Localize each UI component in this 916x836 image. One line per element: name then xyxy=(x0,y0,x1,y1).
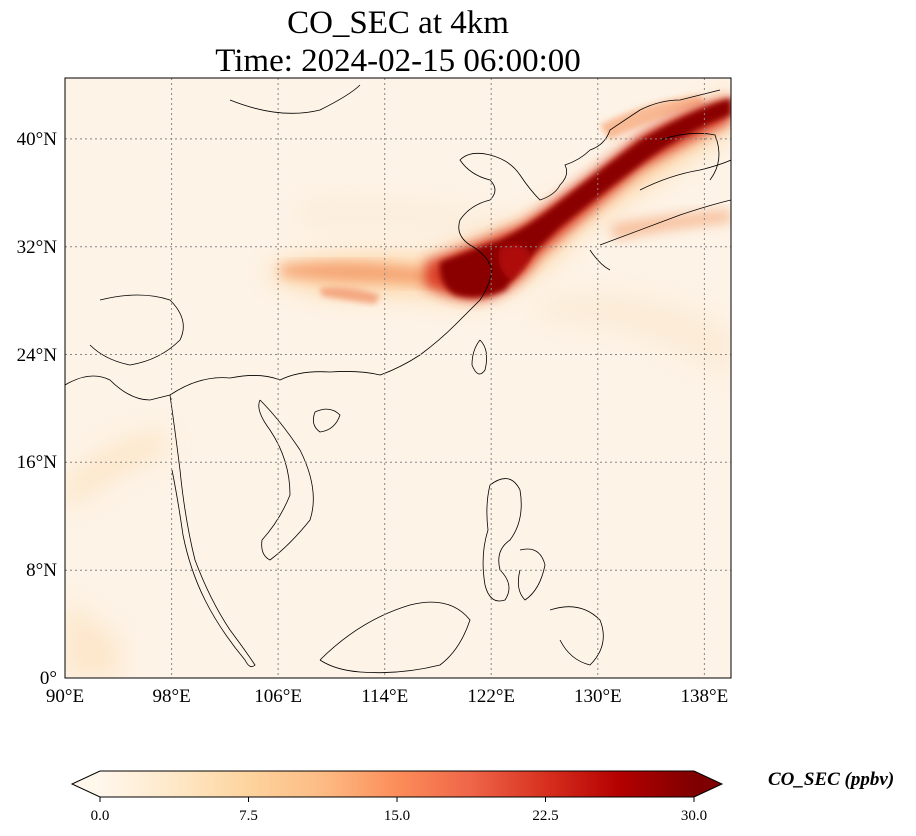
colorbar-extend-max xyxy=(694,771,722,797)
lat-tick-label: 16°N xyxy=(17,452,58,473)
lon-tick-label: 106°E xyxy=(254,686,302,707)
lat-tick-labels: 0° 8°N 16°N 24°N 32°N 40°N xyxy=(17,129,58,689)
colorbar-extend-min xyxy=(72,771,100,797)
colorbar: 0.0 7.5 15.0 22.5 30.0 xyxy=(70,770,724,824)
gridlines xyxy=(65,78,731,678)
map-panel: 90°E 98°E 106°E 114°E 122°E 130°E 138°E … xyxy=(17,77,732,707)
colorbar-tick-label: 0.0 xyxy=(91,808,110,824)
colorbar-gradient xyxy=(100,771,694,797)
map-frame xyxy=(64,77,732,679)
lon-tick-label: 98°E xyxy=(152,686,190,707)
lon-tick-labels: 90°E 98°E 106°E 114°E 122°E 130°E 138°E xyxy=(46,686,728,707)
colorbar-tick-label: 7.5 xyxy=(239,808,258,824)
lon-tick-label: 122°E xyxy=(467,686,515,707)
lon-tick-label: 90°E xyxy=(46,686,84,707)
lat-tick-label: 0° xyxy=(40,668,57,689)
lat-tick-label: 32°N xyxy=(17,237,58,258)
map-title: CO_SEC at 4km Time: 2024-02-15 06:00:00 xyxy=(0,4,796,80)
lon-tick-label: 130°E xyxy=(574,686,622,707)
coastlines xyxy=(65,84,731,674)
lat-tick-label: 24°N xyxy=(17,345,58,366)
colorbar-label: CO_SEC (ppbv) xyxy=(768,769,895,790)
lon-tick-label: 114°E xyxy=(361,686,408,707)
colorbar-tick-label: 22.5 xyxy=(532,808,558,824)
co-sec-field xyxy=(65,92,731,678)
colorbar-tick-label: 30.0 xyxy=(681,808,707,824)
colorbar-tick-label: 15.0 xyxy=(384,808,410,824)
lat-tick-label: 40°N xyxy=(17,129,58,150)
title-line-1: CO_SEC at 4km xyxy=(287,5,509,41)
lon-tick-label: 138°E xyxy=(681,686,729,707)
title-line-2: Time: 2024-02-15 06:00:00 xyxy=(215,43,581,79)
lat-tick-label: 8°N xyxy=(26,560,57,581)
